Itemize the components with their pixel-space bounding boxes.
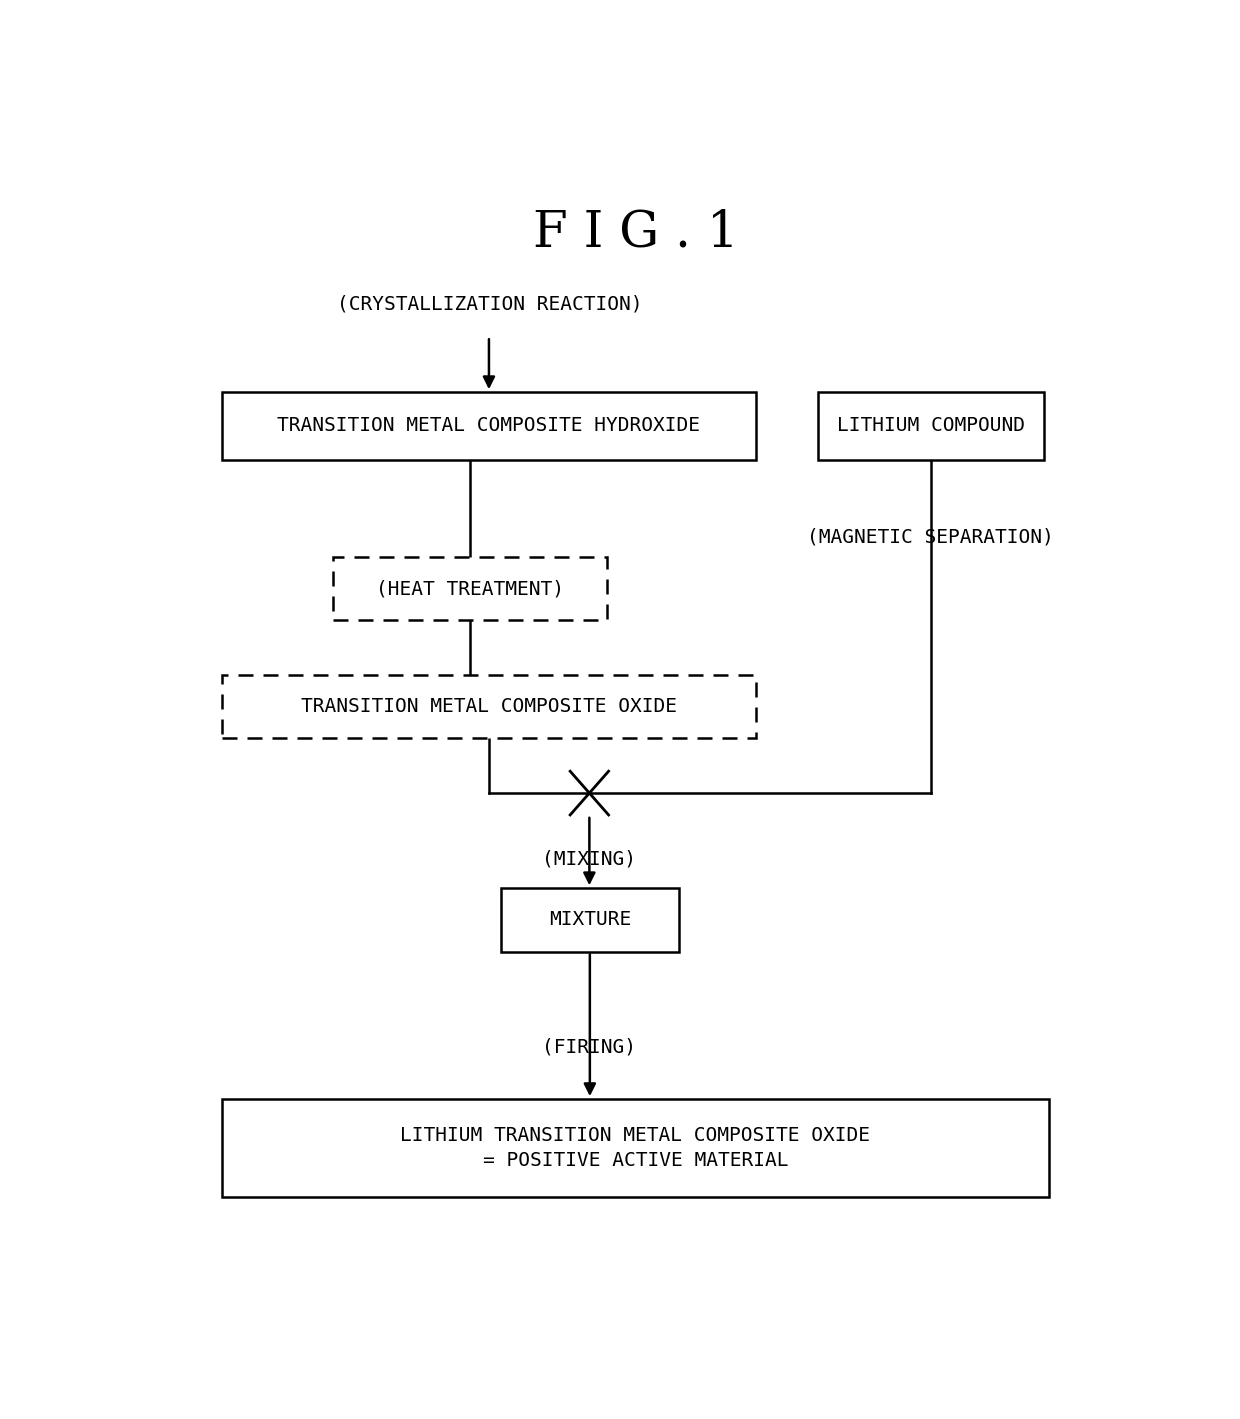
FancyBboxPatch shape [332, 558, 606, 620]
Text: (FIRING): (FIRING) [542, 1037, 636, 1056]
Text: (CRYSTALLIZATION REACTION): (CRYSTALLIZATION REACTION) [337, 294, 642, 314]
Text: TRANSITION METAL COMPOSITE OXIDE: TRANSITION METAL COMPOSITE OXIDE [301, 697, 677, 717]
Text: LITHIUM COMPOUND: LITHIUM COMPOUND [837, 416, 1025, 436]
FancyBboxPatch shape [222, 392, 755, 460]
Text: (HEAT TREATMENT): (HEAT TREATMENT) [376, 579, 564, 599]
Text: MIXTURE: MIXTURE [549, 911, 631, 929]
Text: (MIXING): (MIXING) [542, 849, 636, 868]
FancyBboxPatch shape [222, 1098, 1049, 1198]
FancyBboxPatch shape [222, 675, 755, 738]
FancyBboxPatch shape [501, 888, 678, 952]
Text: TRANSITION METAL COMPOSITE HYDROXIDE: TRANSITION METAL COMPOSITE HYDROXIDE [278, 416, 701, 436]
Text: LITHIUM TRANSITION METAL COMPOSITE OXIDE
= POSITIVE ACTIVE MATERIAL: LITHIUM TRANSITION METAL COMPOSITE OXIDE… [401, 1127, 870, 1171]
FancyBboxPatch shape [818, 392, 1044, 460]
Text: (MAGNETIC SEPARATION): (MAGNETIC SEPARATION) [807, 528, 1054, 546]
Text: F I G . 1: F I G . 1 [533, 209, 738, 258]
